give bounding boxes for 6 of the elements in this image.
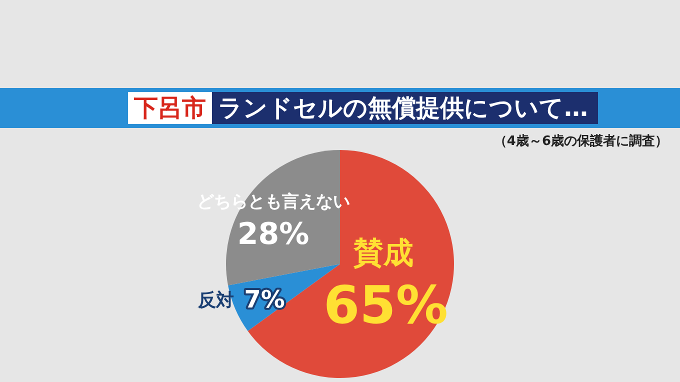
text: （4歳～6歳の保護者に調査） (494, 132, 668, 150)
data-label: 65% (323, 276, 448, 336)
chart-title: 下呂市 ランドセルの無償提供について… (133, 93, 588, 124)
data-label: 7% (244, 285, 285, 314)
slice-label: 賛成 (352, 236, 414, 272)
data-label: 28% (237, 217, 310, 252)
